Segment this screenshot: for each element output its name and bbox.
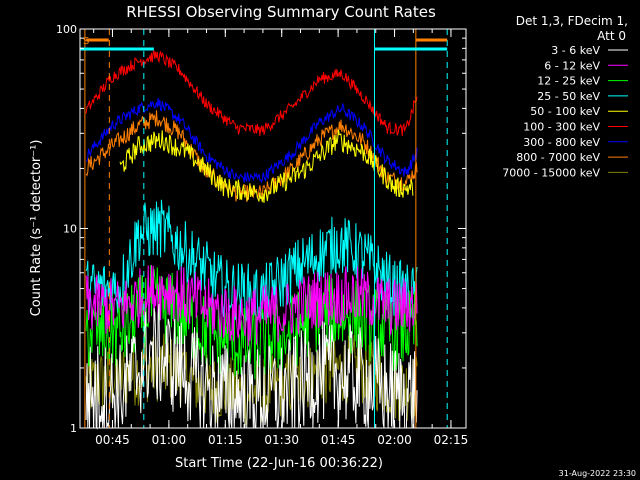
x-tick-label: 00:45 [95,433,130,447]
series-line [85,303,418,430]
legend-label: 12 - 25 keV [537,75,600,88]
series-line [119,129,414,203]
legend-label: 50 - 100 keV [530,105,600,118]
annotation-label: S [83,36,89,47]
x-tick-label: 02:15 [434,433,469,447]
series-line [85,264,418,347]
y-tick-label: 10 [63,223,77,236]
legend-label: 7000 - 15000 keV [502,166,600,179]
x-tick-label: 01:45 [321,433,356,447]
plot-area: S 1 10 100 00:45 01:00 01:15 01:30 01:45 02:00 02:… [56,23,468,447]
legend-label: 100 - 300 keV [523,121,600,134]
y-tick-label: 1 [70,422,77,435]
series-line [85,50,418,137]
x-tick-label: 01:15 [208,433,243,447]
x-tick-label: 01:30 [264,433,299,447]
x-tick-label: 01:00 [152,433,187,447]
legend-label: 6 - 12 keV [544,59,600,72]
legend-label: 300 - 800 keV [523,136,600,149]
series-line [85,97,418,184]
legend-header-1: Det 1,3, FDecim 1, [516,14,628,28]
legend-label: 800 - 7000 keV [516,151,600,164]
legend-label: 3 - 6 keV [551,44,600,57]
legend-label: 25 - 50 keV [537,90,600,103]
legend: 3 - 6 keV 6 - 12 keV 12 - 25 keV 25 - 50 ke… [502,44,628,179]
x-tick-label: 02:00 [377,433,412,447]
y-axis-label: Count Rate (s⁻¹ detector⁻¹) [29,140,44,317]
x-axis-label: Start Time (22-Jun-16 00:36:22) [175,456,383,471]
legend-header-2: Att 0 [597,29,626,43]
date-stamp: 31-Aug-2022 23:30 [559,469,636,478]
y-tick-label: 100 [56,23,77,36]
chart-title: RHESSI Observing Summary Count Rates [126,3,436,21]
